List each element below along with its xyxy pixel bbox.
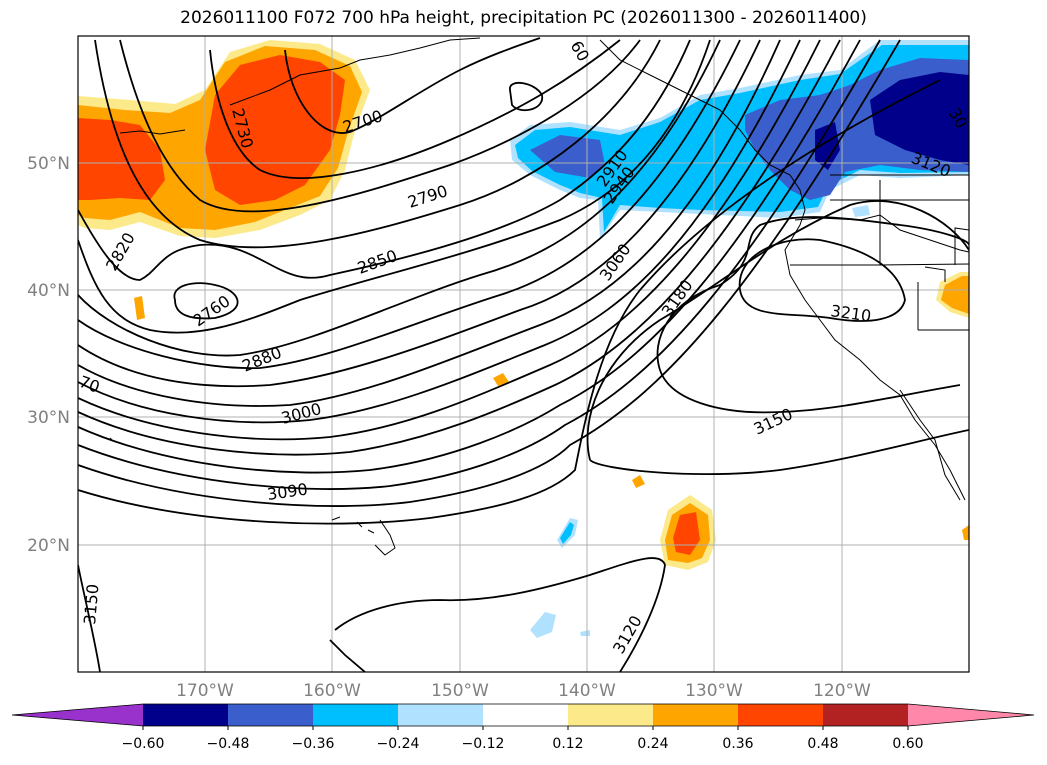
colorbar-segment [568,704,654,726]
lat-label: 40°N [27,281,70,301]
colorbar-extension-low [12,704,143,726]
colorbar: −0.60 −0.48 −0.36 −0.24 −0.12 0.12 0.24 0.36 0.4… [11,703,1035,752]
colorbar-tick-label: 0.60 [892,736,923,752]
colorbar-tick-label: −0.36 [292,736,335,752]
lon-label: 120°W [813,681,871,701]
colorbar-extension-high [908,704,1034,726]
colorbar-segment [823,704,909,726]
longitude-axis: 170°W 160°W 150°W 140°W 130°W 120°W [176,681,871,701]
coastlines [109,37,969,556]
lat-label: 30°N [27,408,70,428]
map-title: 2026011100 F072 700 hPa height, precipit… [180,8,867,28]
map-frame [77,35,970,673]
colorbar-segment [738,704,824,726]
colorbar-tick-label: 0.12 [552,736,583,752]
colorbar-segment [143,704,229,726]
colorbar-segment [653,704,739,726]
colorbar-tick-label: −0.60 [122,736,165,752]
colorbar-segment [228,704,314,726]
colorbar-tick-label: −0.12 [462,736,505,752]
colorbar-tick-label: 0.48 [807,736,838,752]
colorbar-segment [483,704,569,726]
lat-label: 20°N [27,536,70,556]
contour-label: 3150 [80,583,102,625]
lon-label: 170°W [176,681,234,701]
lon-label: 150°W [431,681,489,701]
lon-label: 160°W [303,681,361,701]
colorbar-segment [313,704,399,726]
lat-label: 50°N [27,154,70,174]
lon-label: 130°W [685,681,743,701]
latitude-axis: 50°N 40°N 30°N 20°N [27,154,70,556]
precip-shading-positive [78,40,969,570]
colorbar-tick-label: −0.48 [207,736,250,752]
colorbar-tick-label: 0.24 [637,736,668,752]
colorbar-tick-label: 0.36 [722,736,753,752]
height-contours [78,37,969,672]
colorbar-segment [398,704,484,726]
lon-label: 140°W [558,681,616,701]
colorbar-tick-label: −0.24 [377,736,420,752]
